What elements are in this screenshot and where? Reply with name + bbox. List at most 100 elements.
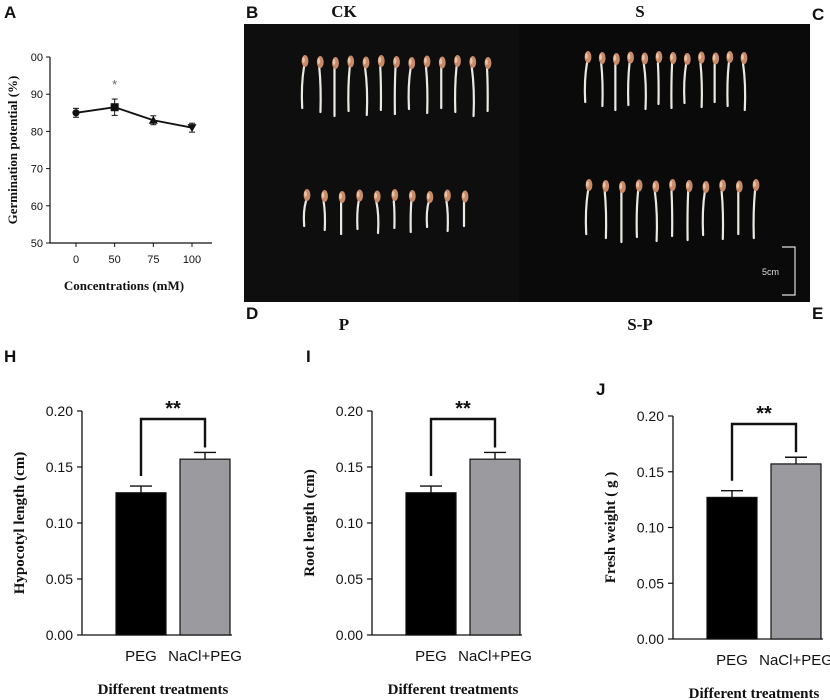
seedling-seed-highlight: [698, 53, 702, 60]
significance-mark: *: [112, 77, 117, 92]
seedling-root: [302, 199, 308, 228]
seedling-seed-highlight: [684, 55, 688, 61]
seedling-seed-highlight: [613, 55, 617, 61]
x-tick-label: 100: [183, 254, 201, 266]
seedling-seed-highlight: [599, 54, 603, 60]
y-tick-label: 0.05: [336, 571, 363, 587]
seedling-seed-highlight: [374, 192, 378, 199]
seedling-seed-highlight: [736, 182, 740, 189]
data-line: [75, 106, 193, 129]
data-point: [72, 109, 80, 117]
seedling-root: [375, 199, 380, 235]
hypocotyl-chart: 0.00 0.05 0.10 0.15 0.20 PEG NaCl+PEG ** Hypocot…: [12, 398, 242, 698]
significance-mark: **: [455, 398, 471, 420]
bar-peg: [405, 492, 457, 636]
seedling-seed-highlight: [703, 183, 706, 189]
y-axis-title: Hypocotyl length (cm): [12, 452, 28, 594]
seedling-seed-highlight: [586, 181, 589, 187]
significance-bracket: [429, 417, 497, 477]
seedling-seed-highlight: [409, 192, 413, 198]
y-tick-label: 0.20: [46, 403, 73, 419]
seedling-seed-highlight: [636, 181, 639, 188]
seedling-seed-highlight: [641, 54, 645, 61]
bar-peg: [706, 496, 758, 640]
y-tick-label: 70: [31, 164, 43, 176]
root-length-chart: 0.00 0.05 0.10 0.15 0.20 PEG NaCl+PEG ** Root le…: [302, 398, 532, 698]
bar-nacl-peg: [179, 458, 231, 636]
y-tick-label: 0.10: [336, 515, 363, 531]
seedling-seed-highlight: [585, 53, 588, 59]
panel-label-a: A: [4, 3, 16, 22]
x-tick-label: PEG: [125, 648, 157, 665]
seedling-root: [686, 189, 690, 242]
panel-label-d: D: [246, 304, 258, 323]
seedling-root: [670, 189, 674, 238]
y-tick-label: 60: [31, 201, 43, 213]
seedling-seed-highlight: [339, 193, 343, 199]
y-tick-label: 90: [31, 89, 43, 101]
significance-mark: **: [756, 403, 772, 425]
seedling-seed-highlight: [485, 59, 488, 65]
panel-label-i: I: [306, 347, 311, 366]
seedling-seed-highlight: [356, 191, 360, 198]
x-tick-label: 75: [147, 254, 159, 266]
y-axis-title: Root length (cm): [302, 469, 318, 576]
significance-bracket: [730, 422, 798, 481]
seedling-root: [363, 65, 369, 117]
seedling-root: [752, 189, 757, 240]
bar-nacl-peg: [770, 463, 822, 640]
seedling-root: [485, 65, 489, 113]
panel-label-j: J: [596, 380, 605, 399]
seedling-seed-highlight: [393, 58, 397, 64]
seedling-seed-highlight: [686, 182, 690, 188]
y-tick-label: 0.05: [637, 575, 664, 591]
seedling-root: [347, 65, 351, 113]
seedling-seed-highlight: [426, 193, 430, 199]
seedling-root: [670, 61, 674, 110]
seedling-root: [583, 61, 589, 104]
significance-mark: **: [165, 398, 181, 420]
seedling-root: [699, 61, 703, 109]
panel-label-h: H: [4, 347, 16, 366]
y-tick-label: 0.15: [46, 459, 73, 475]
x-tick-label: 0: [73, 254, 79, 266]
seedling-seed-highlight: [670, 54, 673, 60]
seedling-seed-highlight: [332, 59, 336, 65]
seedling-root: [424, 65, 429, 115]
significance-bracket: [139, 417, 207, 477]
data-point: [148, 115, 158, 124]
seedling-seed-highlight: [669, 181, 673, 187]
seedling-seed-highlight: [454, 57, 458, 63]
seedling-root: [701, 189, 706, 237]
y-tick-label: 0.05: [46, 571, 73, 587]
seedling-root: [300, 65, 306, 110]
x-axis-title: Different treatments: [388, 682, 519, 698]
seedling-root: [407, 65, 412, 111]
y-axis-title: Fresh weight ( g ): [603, 472, 619, 583]
seedling-seed-highlight: [726, 53, 730, 59]
y-tick-label: 0.00: [637, 631, 664, 647]
seedling-seed-highlight: [619, 183, 623, 189]
y-tick-label: 0.20: [637, 408, 664, 424]
seedling-root: [642, 61, 647, 111]
seedling-seed-highlight: [439, 58, 443, 65]
x-tick-label: NaCl+PEG: [759, 652, 830, 669]
y-tick-label: 0.00: [46, 627, 73, 643]
x-tick-label: PEG: [716, 652, 748, 669]
x-axis-title: Different treatments: [689, 686, 820, 700]
photo-label-p: P: [339, 315, 349, 334]
seedling-seed-highlight: [753, 181, 756, 187]
scale-bar: [782, 246, 796, 296]
x-tick-label: NaCl+PEG: [168, 648, 242, 665]
photo-label-ck: CK: [331, 2, 357, 21]
photo-label-sp: S-P: [627, 315, 653, 334]
seedling-root: [393, 65, 397, 116]
seedling-seed-highlight: [462, 192, 465, 199]
seedling-seed-highlight: [712, 54, 716, 61]
seedling-seed-highlight: [627, 53, 631, 60]
data-point: [187, 124, 197, 133]
seedling-root: [741, 61, 747, 112]
y-tick-label: 0.00: [336, 627, 363, 643]
photo-label-s: S: [635, 2, 644, 21]
seedling-root: [683, 61, 688, 105]
